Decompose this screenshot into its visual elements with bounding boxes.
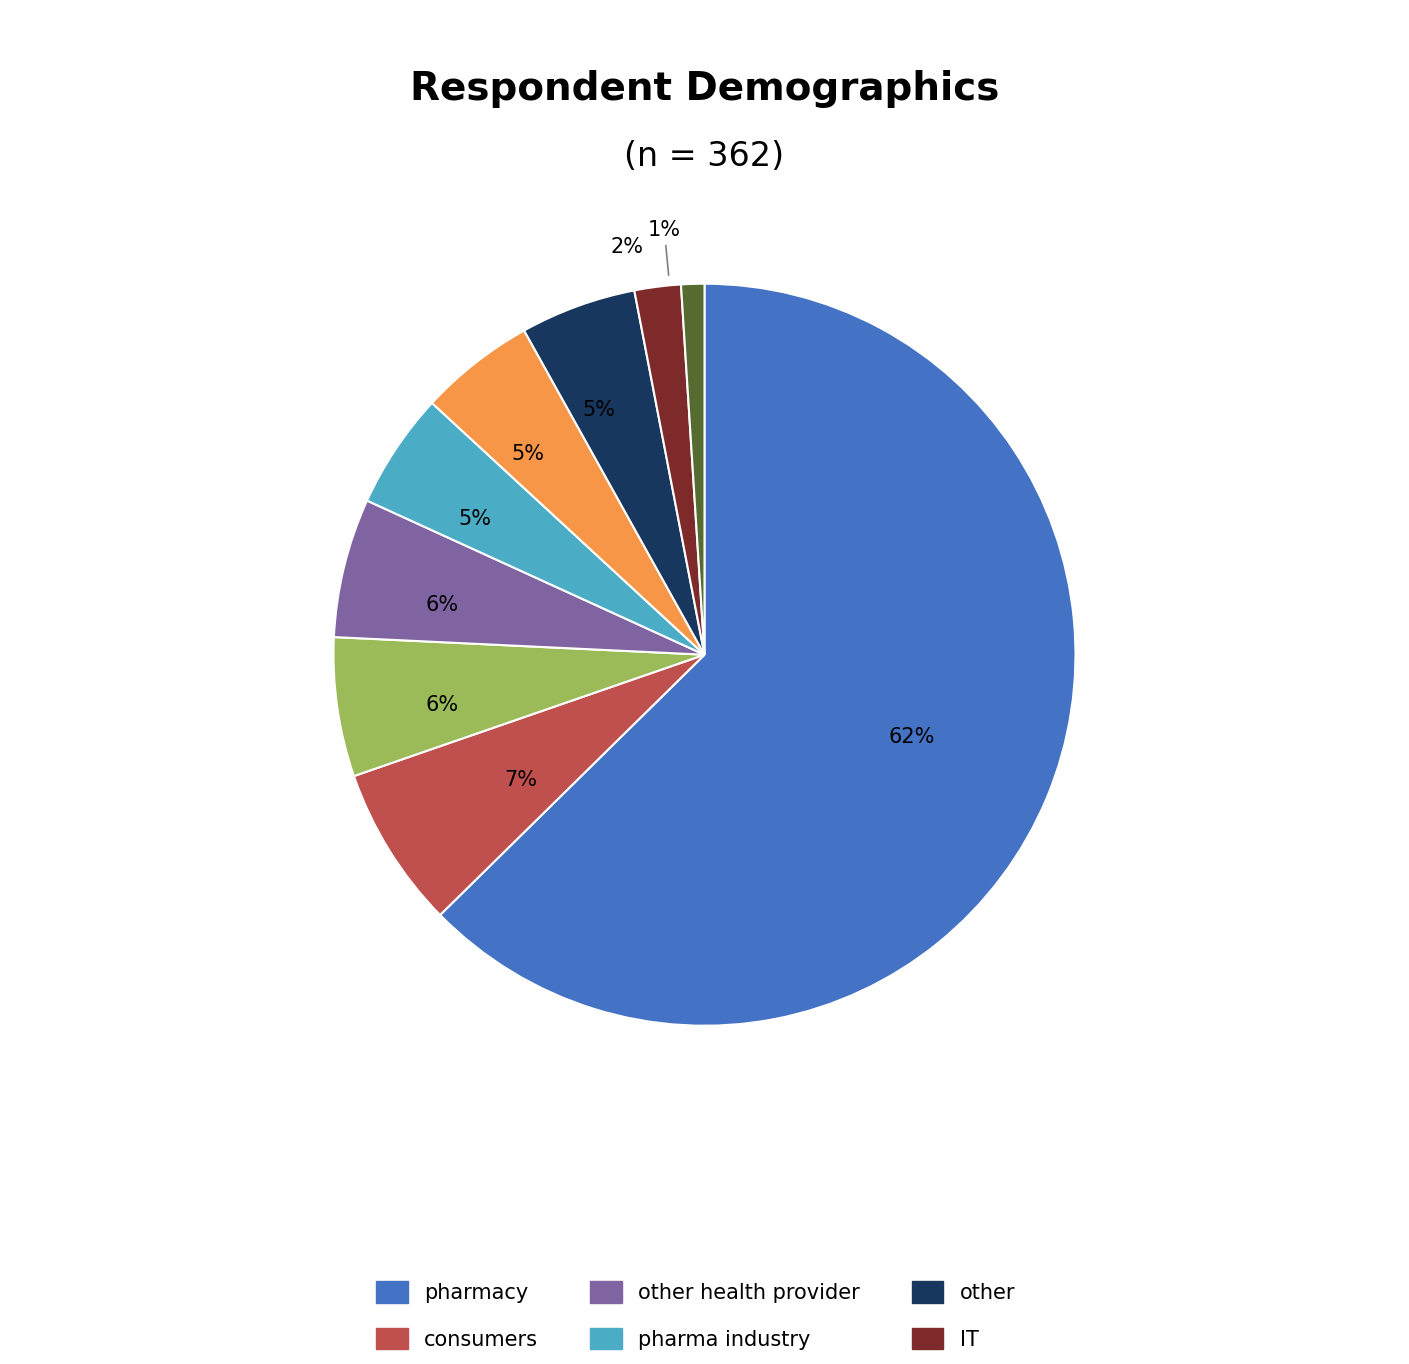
Wedge shape xyxy=(440,284,1075,1026)
Wedge shape xyxy=(354,655,704,915)
Legend: pharmacy, consumers, nursing, other health provider, pharma industry, medicine, : pharmacy, consumers, nursing, other heal… xyxy=(368,1273,1041,1364)
Text: 5%: 5% xyxy=(582,400,614,420)
Text: 5%: 5% xyxy=(511,445,544,464)
Wedge shape xyxy=(634,285,704,655)
Wedge shape xyxy=(524,291,704,655)
Text: 2%: 2% xyxy=(610,236,643,256)
Wedge shape xyxy=(681,284,704,655)
Wedge shape xyxy=(433,330,704,655)
Text: Respondent Demographics: Respondent Demographics xyxy=(410,70,999,108)
Wedge shape xyxy=(334,501,704,655)
Text: 5%: 5% xyxy=(458,509,492,529)
Wedge shape xyxy=(334,637,704,776)
Text: 1%: 1% xyxy=(648,220,681,276)
Text: 6%: 6% xyxy=(426,694,459,715)
Text: 7%: 7% xyxy=(504,769,537,790)
Text: 62%: 62% xyxy=(888,727,934,746)
Text: 6%: 6% xyxy=(426,595,459,615)
Wedge shape xyxy=(366,402,704,655)
Text: (n = 362): (n = 362) xyxy=(624,140,785,173)
